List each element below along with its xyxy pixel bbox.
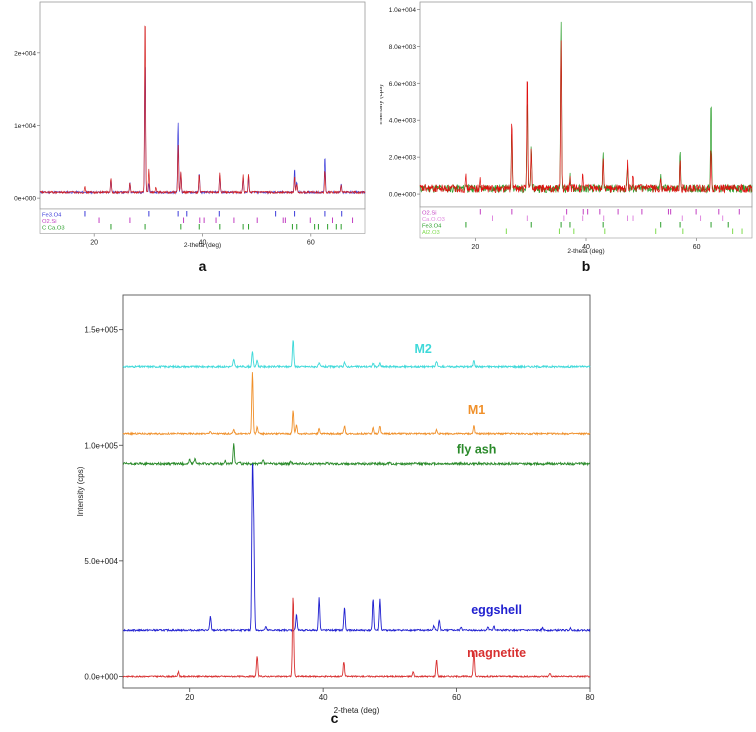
x-tick-label: 40 [319, 693, 328, 702]
series-label: M2 [415, 342, 432, 356]
series-label: M1 [468, 403, 485, 417]
reference-label: Ca.O.O3 [422, 217, 445, 223]
chart-c-svg: 0.0e+000 5.0e+004 1.0e+005 1.5e+005 20 40 60 80… [76, 294, 595, 726]
x-tick-label: 60 [307, 240, 315, 247]
y-tick-label: 2.0e+003 [389, 155, 417, 162]
x-axis-label: 2-theta (deg) [567, 248, 604, 255]
y-tick-label: 0e+000 [14, 196, 36, 203]
x-tick-label: 80 [586, 693, 595, 702]
y-tick-label: 0.0e+000 [84, 672, 118, 681]
pattern-line-1 [419, 40, 753, 194]
series-line-fly-ash [122, 443, 591, 467]
series-line-eggshell [122, 463, 591, 633]
y-tick-label: 6.0e+003 [389, 81, 417, 88]
series-line-magnetite [122, 597, 591, 679]
y-axis-label: Intensity (cps) [76, 466, 85, 516]
pattern-line-0 [419, 21, 753, 194]
series-label: eggshell [471, 603, 522, 617]
panel-caption: b [582, 258, 591, 274]
y-tick-label: 1e+004 [14, 123, 36, 130]
y-tick-label: 2e+004 [14, 50, 36, 57]
reference-label: Al2.O3 [422, 230, 440, 236]
y-tick-label: 1.5e+005 [84, 326, 118, 335]
y-tick-label: 4.0e+003 [389, 118, 417, 125]
x-tick-label: 20 [185, 693, 194, 702]
x-axis-label: 2-theta (deg) [184, 242, 221, 249]
panel-caption: a [199, 258, 207, 274]
panel-b-chart: 0.0e+000 2.0e+003 4.0e+003 6.0e+003 8.0e+003… [377, 0, 756, 285]
series-label: magnetite [467, 646, 526, 660]
series-line-M1 [122, 372, 591, 437]
plot-area [419, 1, 753, 208]
reference-label: O2.Si [42, 219, 57, 225]
reference-area [419, 206, 753, 239]
panel-c-chart: 0.0e+000 5.0e+004 1.0e+005 1.5e+005 20 40 60 80… [75, 285, 605, 727]
x-tick-label: 20 [471, 244, 479, 251]
x-tick-label: 40 [582, 244, 590, 251]
reference-area [39, 208, 366, 234]
x-tick-label: 60 [452, 693, 461, 702]
x-tick-label: 60 [693, 244, 701, 251]
series-label: fly ash [457, 442, 497, 456]
x-tick-label: 40 [199, 240, 207, 247]
x-tick-label: 20 [90, 240, 98, 247]
reference-label: Fe3.O4 [422, 224, 442, 230]
y-tick-label: 1.0e+005 [84, 441, 118, 450]
plot-area [122, 294, 591, 689]
chart-b-svg: 0.0e+000 2.0e+003 4.0e+003 6.0e+003 8.0e+003… [377, 1, 753, 274]
series-line-M2 [122, 340, 591, 370]
reference-label: Fe3.O4 [42, 213, 62, 219]
reference-label: C Ca.O3 [42, 226, 65, 232]
y-axis-label: Intensity (cps) [380, 84, 384, 124]
plot-area [39, 1, 366, 210]
reference-label: O2.Si [422, 211, 437, 217]
y-tick-label: 0.0e+000 [389, 192, 417, 199]
panel-caption: c [331, 710, 339, 726]
x-axis-label: 2-theta (deg) [334, 706, 380, 715]
y-tick-label: 5.0e+004 [84, 557, 118, 566]
y-tick-label: 1.0e+004 [389, 7, 417, 14]
y-tick-label: 8.0e+003 [389, 44, 417, 51]
pattern-line-1 [39, 25, 366, 195]
